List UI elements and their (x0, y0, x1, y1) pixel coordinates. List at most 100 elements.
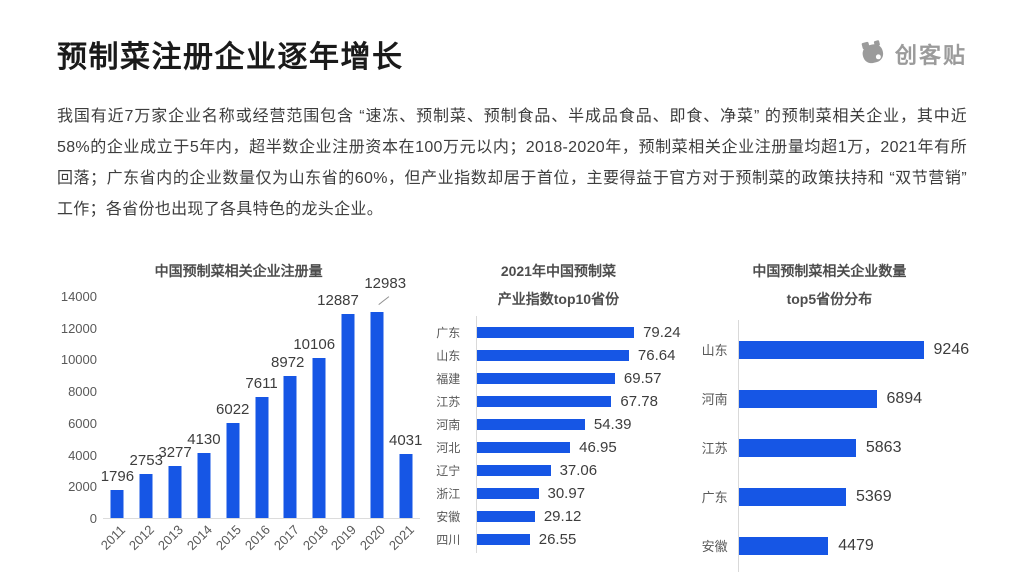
x-tick: 2021 (386, 519, 420, 563)
bar-row-河北: 河北 46.95 (436, 436, 680, 459)
value-label: 76.64 (637, 347, 676, 364)
value-label: 9246 (933, 340, 970, 358)
bar-row-江苏: 江苏 67.78 (436, 390, 680, 413)
bar-2014 (197, 452, 211, 518)
bar-row-河南: 河南 6894 (690, 374, 970, 423)
y-tick-label: 14000 (60, 289, 97, 304)
chart-title-line1: 中国预制菜相关企业数量 (752, 263, 907, 279)
category-label: 浙江 (436, 487, 461, 501)
y-tick-label: 10000 (60, 352, 97, 368)
bar-福建 (477, 373, 615, 384)
bar-山东 (477, 350, 629, 361)
province-count-rows: 山东 9246 河南 6894 江苏 5863 广东 5369 安徽 4479 (690, 320, 970, 572)
bar-row-福建: 福建 69.57 (436, 367, 680, 390)
x-tick-label: 2016 (241, 521, 273, 554)
bar-row-四川: 四川 26.55 (436, 528, 680, 551)
bar-column: 6022 (216, 297, 250, 518)
bar-河南 (738, 389, 877, 408)
bar-value-label: 10106 (293, 335, 336, 353)
bar-2018 (312, 357, 326, 518)
bar-2017 (283, 375, 297, 518)
bar-column: 12983 (362, 275, 406, 518)
bar-column: 4130 (187, 297, 221, 518)
chart-title-line1: 2021年中国预制菜 (500, 263, 616, 279)
category-label: 河北 (436, 441, 461, 455)
bar-value-label: 7611 (245, 375, 278, 393)
bar-2019 (341, 313, 355, 518)
bar-辽宁 (477, 465, 551, 476)
value-label: 54.39 (593, 416, 632, 433)
category-label: 安徽 (701, 539, 728, 554)
bar-河南 (477, 419, 585, 430)
province-count-bar-chart: 中国预制菜相关企业数量 top5省份分布 山东 9246 河南 6894 江苏 5863 广… (690, 257, 970, 572)
bar-row-辽宁: 辽宁 37.06 (436, 459, 680, 482)
bar-广东 (738, 487, 846, 506)
bar-value-label: 4031 (389, 432, 423, 450)
bar-row-山东: 山东 9246 (690, 325, 970, 374)
chart-title: 中国预制菜相关企业注册量 (154, 263, 323, 279)
bar-row-山东: 山东 76.64 (436, 344, 680, 367)
x-tick-label: 2013 (154, 521, 186, 554)
bar-column: 7611 (245, 297, 278, 518)
chart-title-line2: top5省份分布 (786, 291, 873, 307)
chart-title-line2: 产业指数top10省份 (497, 291, 620, 307)
category-label: 四川 (436, 533, 461, 547)
category-label: 河南 (436, 418, 461, 432)
value-label: 29.12 (543, 508, 582, 525)
bar-value-label: 4130 (187, 430, 221, 448)
bar-2011 (110, 489, 124, 518)
bar-column: 12887 (317, 292, 363, 518)
y-tick-label: 6000 (68, 415, 97, 431)
category-label: 安徽 (436, 510, 461, 524)
bar-河北 (477, 442, 571, 453)
bar-山东 (738, 340, 924, 359)
bar-row-安徽: 安徽 4479 (690, 521, 970, 570)
bar-value-label: 12887 (317, 291, 359, 309)
value-label: 69.57 (623, 370, 662, 387)
y-tick-label: 4000 (68, 447, 97, 463)
page-title: 预制菜注册企业逐年增长 (57, 41, 404, 74)
category-label: 山东 (701, 343, 728, 358)
bar-value-label: 3277 (158, 444, 192, 462)
bar-row-广东: 广东 79.24 (436, 321, 680, 344)
bar-row-河南: 河南 54.39 (436, 413, 680, 436)
bar-2020 (370, 312, 384, 518)
x-tick-label: 2020 (357, 521, 389, 554)
brand-logo: 创客贴 (858, 37, 967, 72)
x-tick-label: 2015 (212, 521, 244, 554)
bar-江苏 (477, 396, 612, 407)
y-tick-label: 2000 (68, 479, 97, 495)
category-label: 江苏 (701, 441, 728, 456)
bar-column: 10106 (293, 297, 335, 518)
intro-paragraph: 我国有近7万家企业名称或经营范围包含 “速冻、预制菜、预制食品、半成品食品、即食… (57, 108, 967, 218)
bar-浙江 (477, 488, 539, 499)
charts-row: 中国预制菜相关企业注册量 0 2000 4000 6000 8000 10000 12000… (57, 257, 970, 572)
x-tick-label: 2019 (328, 521, 360, 554)
x-tick-label: 2012 (125, 521, 157, 554)
x-tick-label: 2017 (270, 521, 302, 554)
x-tick-label: 2011 (97, 522, 129, 553)
category-label: 山东 (436, 349, 461, 363)
bar-value-label: 2753 (129, 452, 163, 470)
registrations-bar-chart: 中国预制菜相关企业注册量 0 2000 4000 6000 8000 10000 12000… (57, 257, 423, 570)
value-label: 67.78 (620, 393, 658, 410)
bar-2016 (255, 397, 269, 518)
value-label: 79.24 (643, 324, 681, 341)
y-axis-line (476, 316, 478, 553)
bar-2015 (226, 422, 240, 518)
y-tick-label: 12000 (60, 320, 97, 336)
value-label: 5863 (865, 438, 902, 456)
x-tick-label: 2014 (183, 521, 215, 554)
bar-2012 (139, 474, 153, 518)
y-axis-line (737, 320, 739, 572)
brand-logo-text: 创客贴 (894, 43, 967, 68)
bar-row-广东: 广东 5369 (690, 472, 970, 521)
industry-index-bar-chart: 2021年中国预制菜 产业指数top10省份 广东 79.24 山东 76.64 福建 6… (436, 257, 681, 570)
bar-value-label: 6022 (216, 400, 250, 418)
category-label: 广东 (436, 326, 461, 340)
value-label: 30.97 (547, 485, 586, 502)
bar-row-浙江: 浙江 30.97 (436, 482, 680, 505)
bar-江苏 (738, 438, 856, 457)
bar-广东 (477, 327, 635, 338)
